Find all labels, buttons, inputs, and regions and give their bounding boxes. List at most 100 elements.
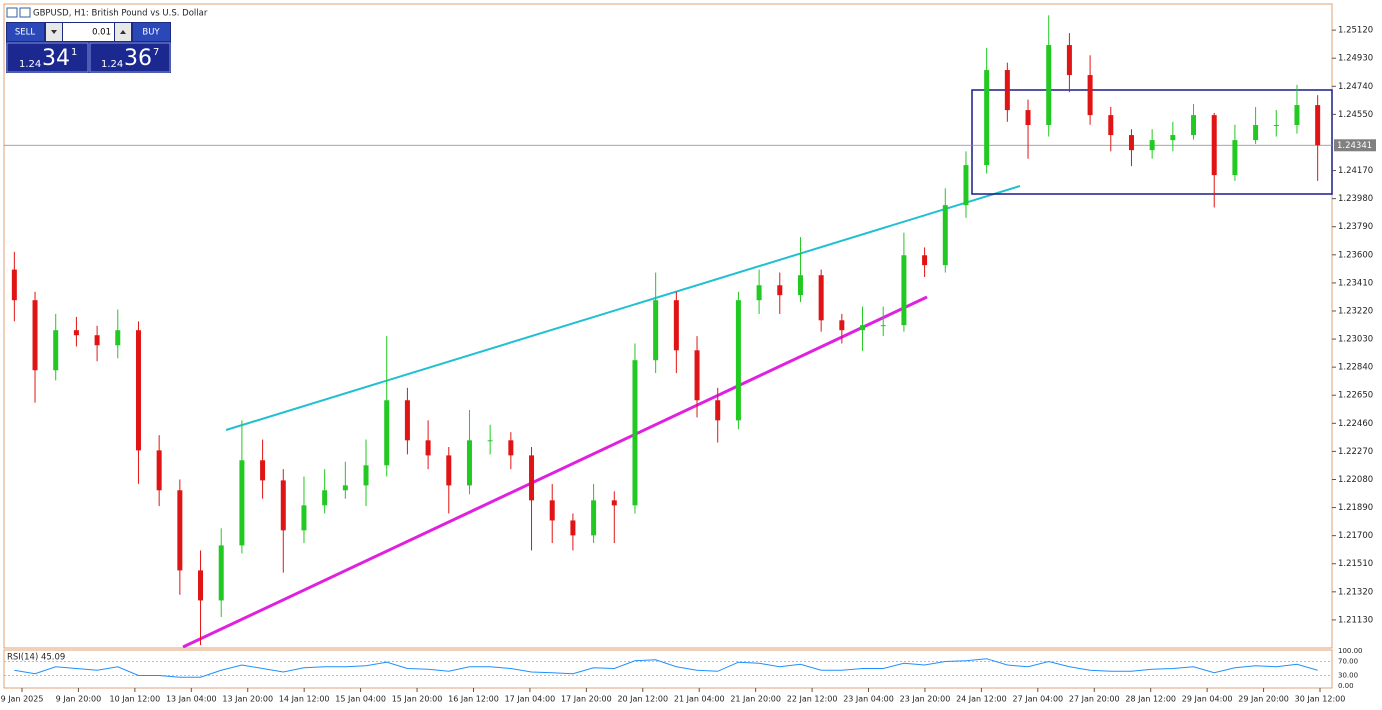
candle-body — [301, 505, 307, 531]
sell-button[interactable] — [7, 23, 44, 41]
candle-body — [756, 285, 762, 301]
candle-body — [1066, 45, 1072, 76]
rsi-line — [14, 658, 1318, 678]
upper-trendline — [225, 185, 1021, 431]
candle-body — [404, 400, 410, 441]
candle-body — [1025, 110, 1031, 126]
y-tick-label: 1.24550 — [1338, 110, 1373, 120]
candle-body — [735, 300, 741, 421]
candle-body — [1108, 115, 1114, 136]
x-tick-label: 17 Jan 20:00 — [561, 695, 612, 704]
candle-body — [922, 255, 928, 266]
rsi-tick-label: 70.00 — [1338, 658, 1358, 666]
candle-body — [1253, 125, 1259, 141]
x-tick-label: 14 Jan 12:00 — [279, 695, 330, 704]
sell-label: SELL — [15, 28, 36, 38]
y-tick-label: 1.25120 — [1338, 26, 1373, 36]
rsi-tick-label: 0.00 — [1338, 682, 1354, 690]
candle-body — [322, 490, 328, 506]
arrow-down — [51, 30, 57, 34]
x-tick-label: 29 Jan 04:00 — [1182, 695, 1233, 704]
x-tick-label: 22 Jan 12:00 — [787, 695, 838, 704]
x-tick-label: 24 Jan 12:00 — [956, 695, 1007, 704]
x-tick-label: 21 Jan 04:00 — [674, 695, 725, 704]
candle-body — [1232, 140, 1238, 176]
candle-body — [984, 70, 990, 166]
buy-big: 1.24 — [101, 59, 123, 70]
candle-body — [860, 325, 866, 331]
candle-body — [673, 300, 679, 351]
x-tick-label: 17 Jan 04:00 — [505, 695, 556, 704]
candle-body — [777, 285, 783, 296]
y-tick-label: 1.24170 — [1338, 166, 1373, 176]
rsi-tick-label: 30.00 — [1338, 672, 1358, 680]
x-tick-label: 16 Jan 12:00 — [448, 695, 499, 704]
candle-body — [963, 165, 969, 206]
y-tick-label: 1.22270 — [1338, 447, 1373, 457]
candle-body — [942, 205, 948, 266]
x-tick-label: 27 Jan 04:00 — [1012, 695, 1063, 704]
x-tick-label: 9 Jan 20:00 — [56, 695, 102, 704]
sell-big: 1.24 — [19, 59, 41, 70]
buy-button[interactable] — [133, 23, 170, 41]
lower-trendline — [182, 295, 928, 649]
current-price-tag — [1334, 139, 1376, 152]
y-tick-label: 1.22840 — [1338, 363, 1373, 373]
candle-body — [1191, 115, 1197, 136]
candle-body — [1128, 135, 1134, 151]
candle-body — [115, 330, 121, 346]
candle-body — [239, 460, 245, 546]
candle-body — [135, 330, 141, 451]
y-tick-label: 1.22080 — [1338, 475, 1373, 485]
x-tick-label: 9 Jan 2025 — [1, 695, 44, 704]
y-tick-label: 1.21890 — [1338, 503, 1373, 513]
candle-body — [32, 300, 38, 371]
sell-frac: 1 — [71, 47, 77, 58]
y-tick-label: 1.22650 — [1338, 391, 1373, 401]
candle-body — [694, 350, 700, 401]
candle-body — [1315, 105, 1321, 146]
y-tick-label: 1.23410 — [1338, 278, 1373, 288]
candle-body — [797, 275, 803, 296]
candle-body — [839, 320, 845, 331]
y-tick-label: 1.23790 — [1338, 222, 1373, 232]
candle-body — [384, 400, 390, 466]
x-tick-label: 27 Jan 20:00 — [1069, 695, 1120, 704]
candle-body — [570, 520, 576, 536]
x-tick-label: 20 Jan 12:00 — [617, 695, 668, 704]
trade-panel: SELL 0.01 BUY 1.24 34 1 1.24 36 7 — [6, 22, 171, 73]
x-tick-label: 21 Jan 20:00 — [730, 695, 781, 704]
chart-frame — [3, 3, 1333, 649]
lot-input[interactable] — [63, 23, 114, 41]
x-tick-label: 13 Jan 20:00 — [222, 695, 273, 704]
y-tick-label: 1.23220 — [1338, 306, 1373, 316]
x-tick-label: 23 Jan 04:00 — [843, 695, 894, 704]
candle-body — [508, 440, 514, 456]
candle-body — [11, 269, 17, 301]
candle-body — [1087, 75, 1093, 116]
candle-body — [818, 275, 824, 321]
y-tick-label: 1.22460 — [1338, 419, 1373, 429]
x-tick-label: 10 Jan 12:00 — [110, 695, 161, 704]
rsi-tick-label: 100.00 — [1338, 647, 1363, 655]
candle-body — [632, 360, 638, 506]
candle-body — [1004, 70, 1010, 111]
buy-pips: 36 — [124, 46, 152, 71]
buy-price-box[interactable] — [89, 42, 171, 73]
sell-pips: 34 — [42, 46, 70, 71]
x-tick-label: 30 Jan 12:00 — [1295, 695, 1346, 704]
candle-body — [177, 490, 183, 571]
sell-price-box[interactable] — [6, 42, 89, 73]
candle-body — [1294, 105, 1300, 126]
candle-body — [260, 460, 266, 481]
candle-body — [653, 300, 659, 361]
candle-body — [280, 480, 286, 531]
buy-label: BUY — [142, 28, 160, 38]
candle-body — [198, 570, 204, 601]
y-tick-label: 1.21130 — [1338, 615, 1373, 625]
candle-body — [715, 400, 721, 421]
candle-body — [156, 450, 162, 491]
x-tick-label: 13 Jan 04:00 — [166, 695, 217, 704]
candle-body — [1211, 115, 1217, 176]
